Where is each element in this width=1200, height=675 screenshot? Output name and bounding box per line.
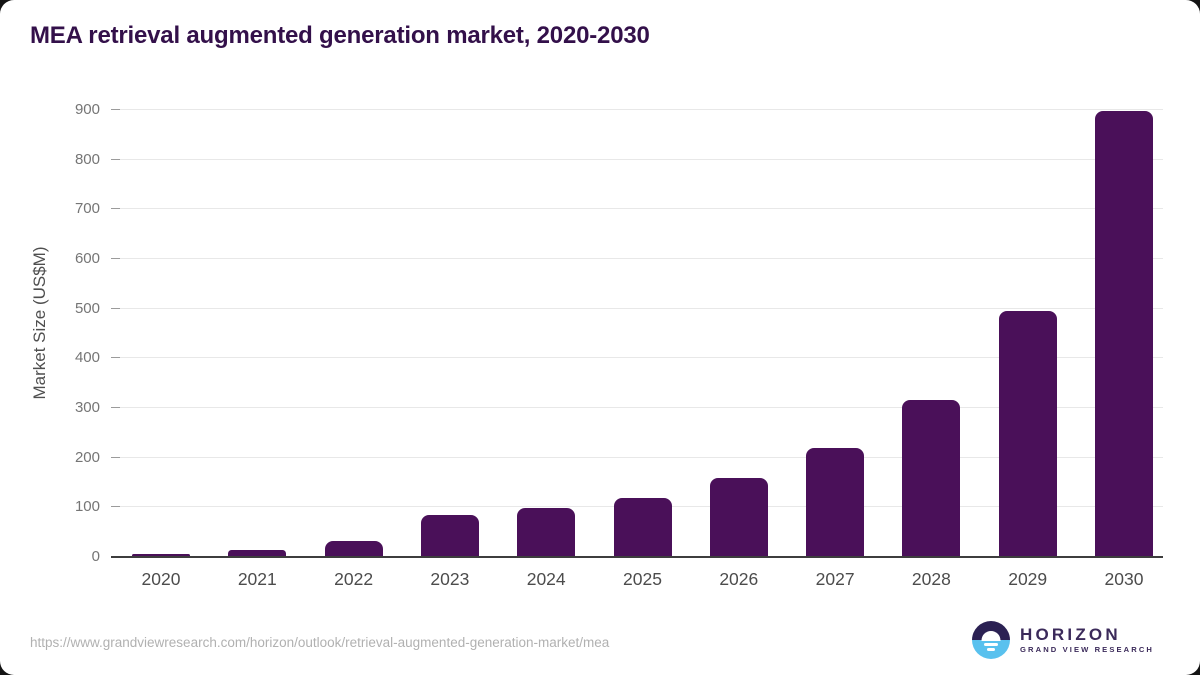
logo-tagline: GRAND VIEW RESEARCH xyxy=(1020,645,1154,654)
bar-2030 xyxy=(1095,111,1153,557)
gridline-500 xyxy=(111,307,1163,309)
y-tick-900 xyxy=(111,108,120,110)
horizon-line-icon xyxy=(987,648,996,651)
x-tick-label: 2029 xyxy=(1008,569,1048,589)
logo-text: HORIZON GRAND VIEW RESEARCH xyxy=(1020,625,1154,655)
x-tick-label: 2022 xyxy=(334,569,374,589)
y-tick-label: 700 xyxy=(74,200,100,218)
x-tick-label: 2020 xyxy=(141,569,181,589)
x-axis-line xyxy=(111,556,1163,558)
y-tick-label: 300 xyxy=(74,399,100,416)
x-tick-label: 2027 xyxy=(815,569,855,589)
bar-2024 xyxy=(517,508,576,557)
horizon-logo: HORIZON GRAND VIEW RESEARCH xyxy=(972,621,1154,659)
y-tick-400 xyxy=(111,357,120,359)
y-tick-label: 600 xyxy=(74,249,100,267)
x-tick-label: 2026 xyxy=(719,569,759,589)
y-tick-label: 200 xyxy=(74,448,100,466)
y-tick-label: 400 xyxy=(74,349,100,367)
bar-2020 xyxy=(132,553,190,557)
x-tick-label: 2021 xyxy=(237,569,277,589)
bar-2022 xyxy=(324,540,383,557)
y-tick-100 xyxy=(111,506,120,508)
footer: https://www.grandviewresearch.com/horizo… xyxy=(0,613,1200,675)
gridline-700 xyxy=(111,208,1163,210)
gridline-600 xyxy=(111,257,1163,259)
bar-2025 xyxy=(613,497,672,557)
y-axis-tick-labels: 0 100 200 300 400 500 600 700 800 900 xyxy=(0,90,100,565)
y-tick-label: 100 xyxy=(74,498,100,516)
gridline-200 xyxy=(111,456,1163,458)
bar-2026 xyxy=(709,478,768,557)
x-tick-label: 2030 xyxy=(1104,569,1144,589)
bar-2028 xyxy=(902,399,961,557)
sun-dome-icon xyxy=(981,631,1001,641)
x-tick-label: 2028 xyxy=(911,569,951,589)
y-tick-label: 0 xyxy=(91,548,100,565)
gridline-900 xyxy=(111,108,1163,110)
y-tick-800 xyxy=(111,158,120,160)
y-tick-700 xyxy=(111,208,120,210)
gridline-800 xyxy=(111,158,1163,160)
bar-2023 xyxy=(420,514,479,557)
horizon-logo-icon xyxy=(972,621,1011,659)
horizon-line-icon xyxy=(984,643,999,646)
bar-2021 xyxy=(228,550,287,557)
y-tick-500 xyxy=(111,307,120,309)
x-tick-label: 2023 xyxy=(430,569,470,589)
y-tick-label: 800 xyxy=(74,150,100,168)
gridline-400 xyxy=(111,357,1163,359)
y-tick-200 xyxy=(111,456,120,458)
y-tick-600 xyxy=(111,257,120,259)
chart-title: MEA retrieval augmented generation marke… xyxy=(30,22,650,49)
bar-2029 xyxy=(998,311,1057,557)
plot-area xyxy=(111,90,1163,558)
y-tick-label: 900 xyxy=(74,100,100,118)
gridline-300 xyxy=(111,407,1163,408)
source-url: https://www.grandviewresearch.com/horizo… xyxy=(30,635,610,650)
logo-brand: HORIZON xyxy=(1020,625,1121,644)
x-tick-label: 2025 xyxy=(623,569,662,589)
x-tick-label: 2024 xyxy=(526,569,566,589)
y-tick-label: 500 xyxy=(74,299,100,317)
bar-2027 xyxy=(806,447,865,557)
x-axis-tick-labels: 2020 2021 2022 2023 2024 2025 2026 2027 2028 2029… xyxy=(111,569,1163,595)
y-tick-300 xyxy=(111,407,120,408)
